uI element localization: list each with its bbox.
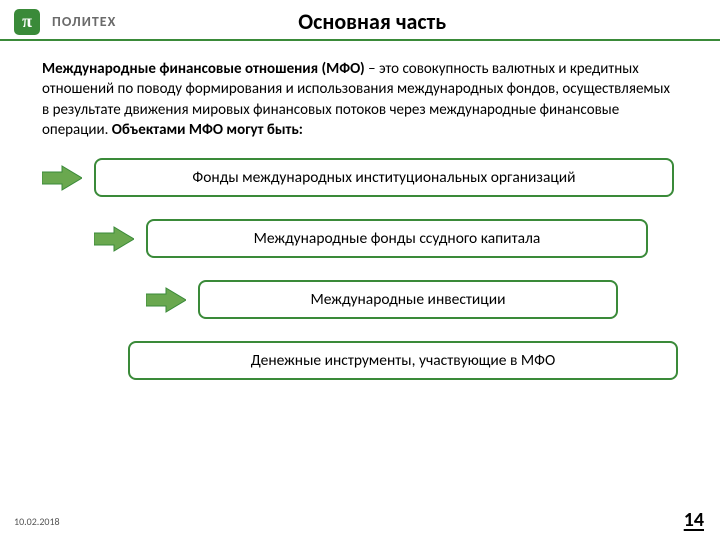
logo-symbol: π	[22, 11, 32, 32]
page-number: 14	[684, 508, 704, 532]
intro-bold-lead: Международные финансовые отношения (МФО)	[42, 60, 365, 78]
list-item: Международные фонды ссудного капитала	[42, 219, 678, 258]
list-item: Фонды международных институциональных ор…	[42, 158, 678, 197]
list-item: Денежные инструменты, участвующие в МФО	[42, 341, 678, 380]
intro-paragraph: Международные финансовые отношения (МФО)…	[42, 59, 678, 140]
page-title: Основная часть	[128, 8, 706, 35]
list-item: Международные инвестиции	[42, 280, 678, 319]
logo-text: ПОЛИТЕХ	[52, 13, 116, 30]
content-area: Международные финансовые отношения (МФО)…	[0, 41, 720, 380]
item-box: Денежные инструменты, участвующие в МФО	[128, 341, 678, 380]
item-box: Международные фонды ссудного капитала	[146, 219, 648, 258]
logo-badge: π	[14, 9, 40, 35]
item-box: Международные инвестиции	[198, 280, 618, 319]
intro-bold-trail: Объектами МФО могут быть:	[112, 121, 303, 139]
item-box: Фонды международных институциональных ор…	[94, 158, 674, 197]
item-list: Фонды международных институциональных ор…	[42, 158, 678, 380]
arrow-icon	[94, 225, 134, 253]
footer-date: 10.02.2018	[14, 515, 60, 528]
header: π ПОЛИТЕХ Основная часть	[0, 0, 720, 41]
arrow-icon	[146, 286, 186, 314]
arrow-icon	[42, 164, 82, 192]
